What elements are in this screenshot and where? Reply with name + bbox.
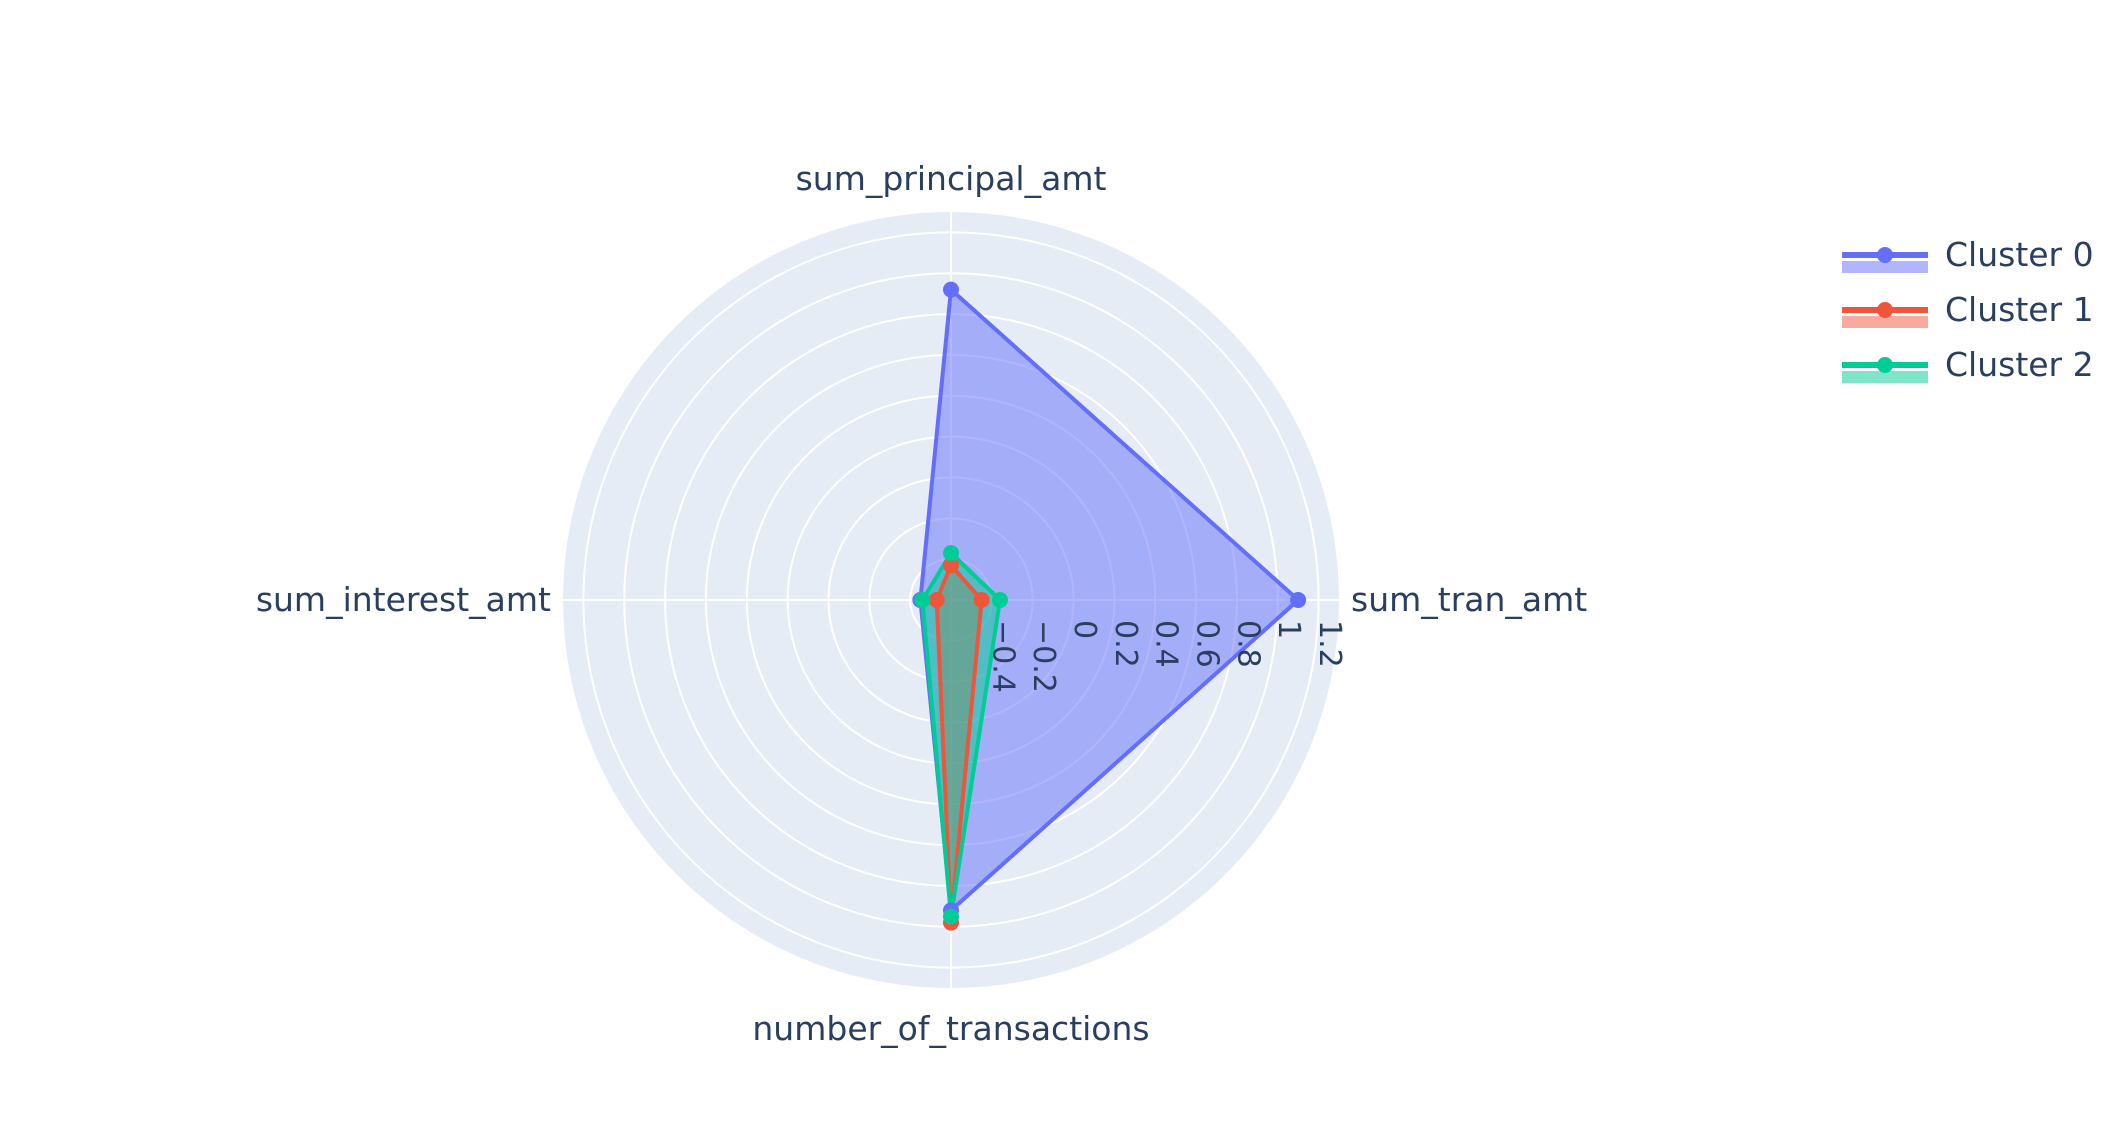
- series-1-point-0[interactable]: [943, 557, 959, 574]
- series-0-point-1[interactable]: [1290, 592, 1307, 608]
- series-fill-0: [920, 289, 1299, 911]
- series-fill-2: [922, 553, 1000, 917]
- radial-tick-label: 0: [1067, 620, 1102, 639]
- series-2-point-2[interactable]: [943, 908, 959, 925]
- legend-swatch-marker: [1877, 357, 1893, 373]
- legend-item-2[interactable]: Cluster 2: [1842, 345, 2094, 384]
- axis-label-sum_tran_amt: sum_tran_amt: [1351, 580, 1587, 619]
- series-2-point-0[interactable]: [943, 545, 959, 562]
- legend-item-1[interactable]: Cluster 1: [1842, 290, 2094, 329]
- angular-axis-labels: sum_principal_amt sum_tran_amt number_of_t…: [256, 159, 1587, 1048]
- legend-label: Cluster 1: [1945, 290, 2094, 329]
- legend-swatch-marker: [1877, 247, 1893, 263]
- axis-label-sum_interest_amt: sum_interest_amt: [256, 580, 551, 619]
- radial-tick-label: 1.2: [1312, 620, 1347, 668]
- axis-label-sum_principal_amt: sum_principal_amt: [796, 159, 1107, 198]
- radial-tick-label: −0.4: [985, 620, 1020, 693]
- legend-item-0[interactable]: Cluster 0: [1842, 235, 2094, 274]
- series-2-point-3[interactable]: [914, 592, 931, 608]
- series-1-point-1[interactable]: [973, 592, 990, 608]
- axis-label-number_of_transactions: number_of_transactions: [752, 1009, 1149, 1048]
- radial-tick-label: 0.2: [1108, 620, 1143, 668]
- radial-tick-label: −0.2: [1026, 620, 1061, 693]
- legend-label: Cluster 0: [1945, 235, 2094, 274]
- radial-tick-label: 0.8: [1230, 620, 1265, 668]
- legend-swatch-fill: [1842, 316, 1928, 328]
- radial-tick-labels: −0.4 −0.2 0 0.2 0.4 0.6 0.8 1 1.2: [985, 620, 1347, 693]
- series-1-point-3[interactable]: [928, 592, 945, 608]
- radial-tick-label: 0.4: [1149, 620, 1184, 668]
- legend-swatch-marker: [1877, 302, 1893, 318]
- legend-label: Cluster 2: [1945, 345, 2094, 384]
- series-0-point-0[interactable]: [943, 281, 959, 298]
- legend-swatch-fill: [1842, 261, 1928, 273]
- legend[interactable]: Cluster 0 Cluster 1 Cluster 2: [1842, 235, 2094, 384]
- legend-swatch-fill: [1842, 371, 1928, 383]
- series-2-point-1[interactable]: [992, 592, 1009, 608]
- radial-tick-label: 1: [1271, 620, 1306, 639]
- series-markers: [912, 281, 1307, 931]
- radial-tick-label: 0.6: [1190, 620, 1225, 668]
